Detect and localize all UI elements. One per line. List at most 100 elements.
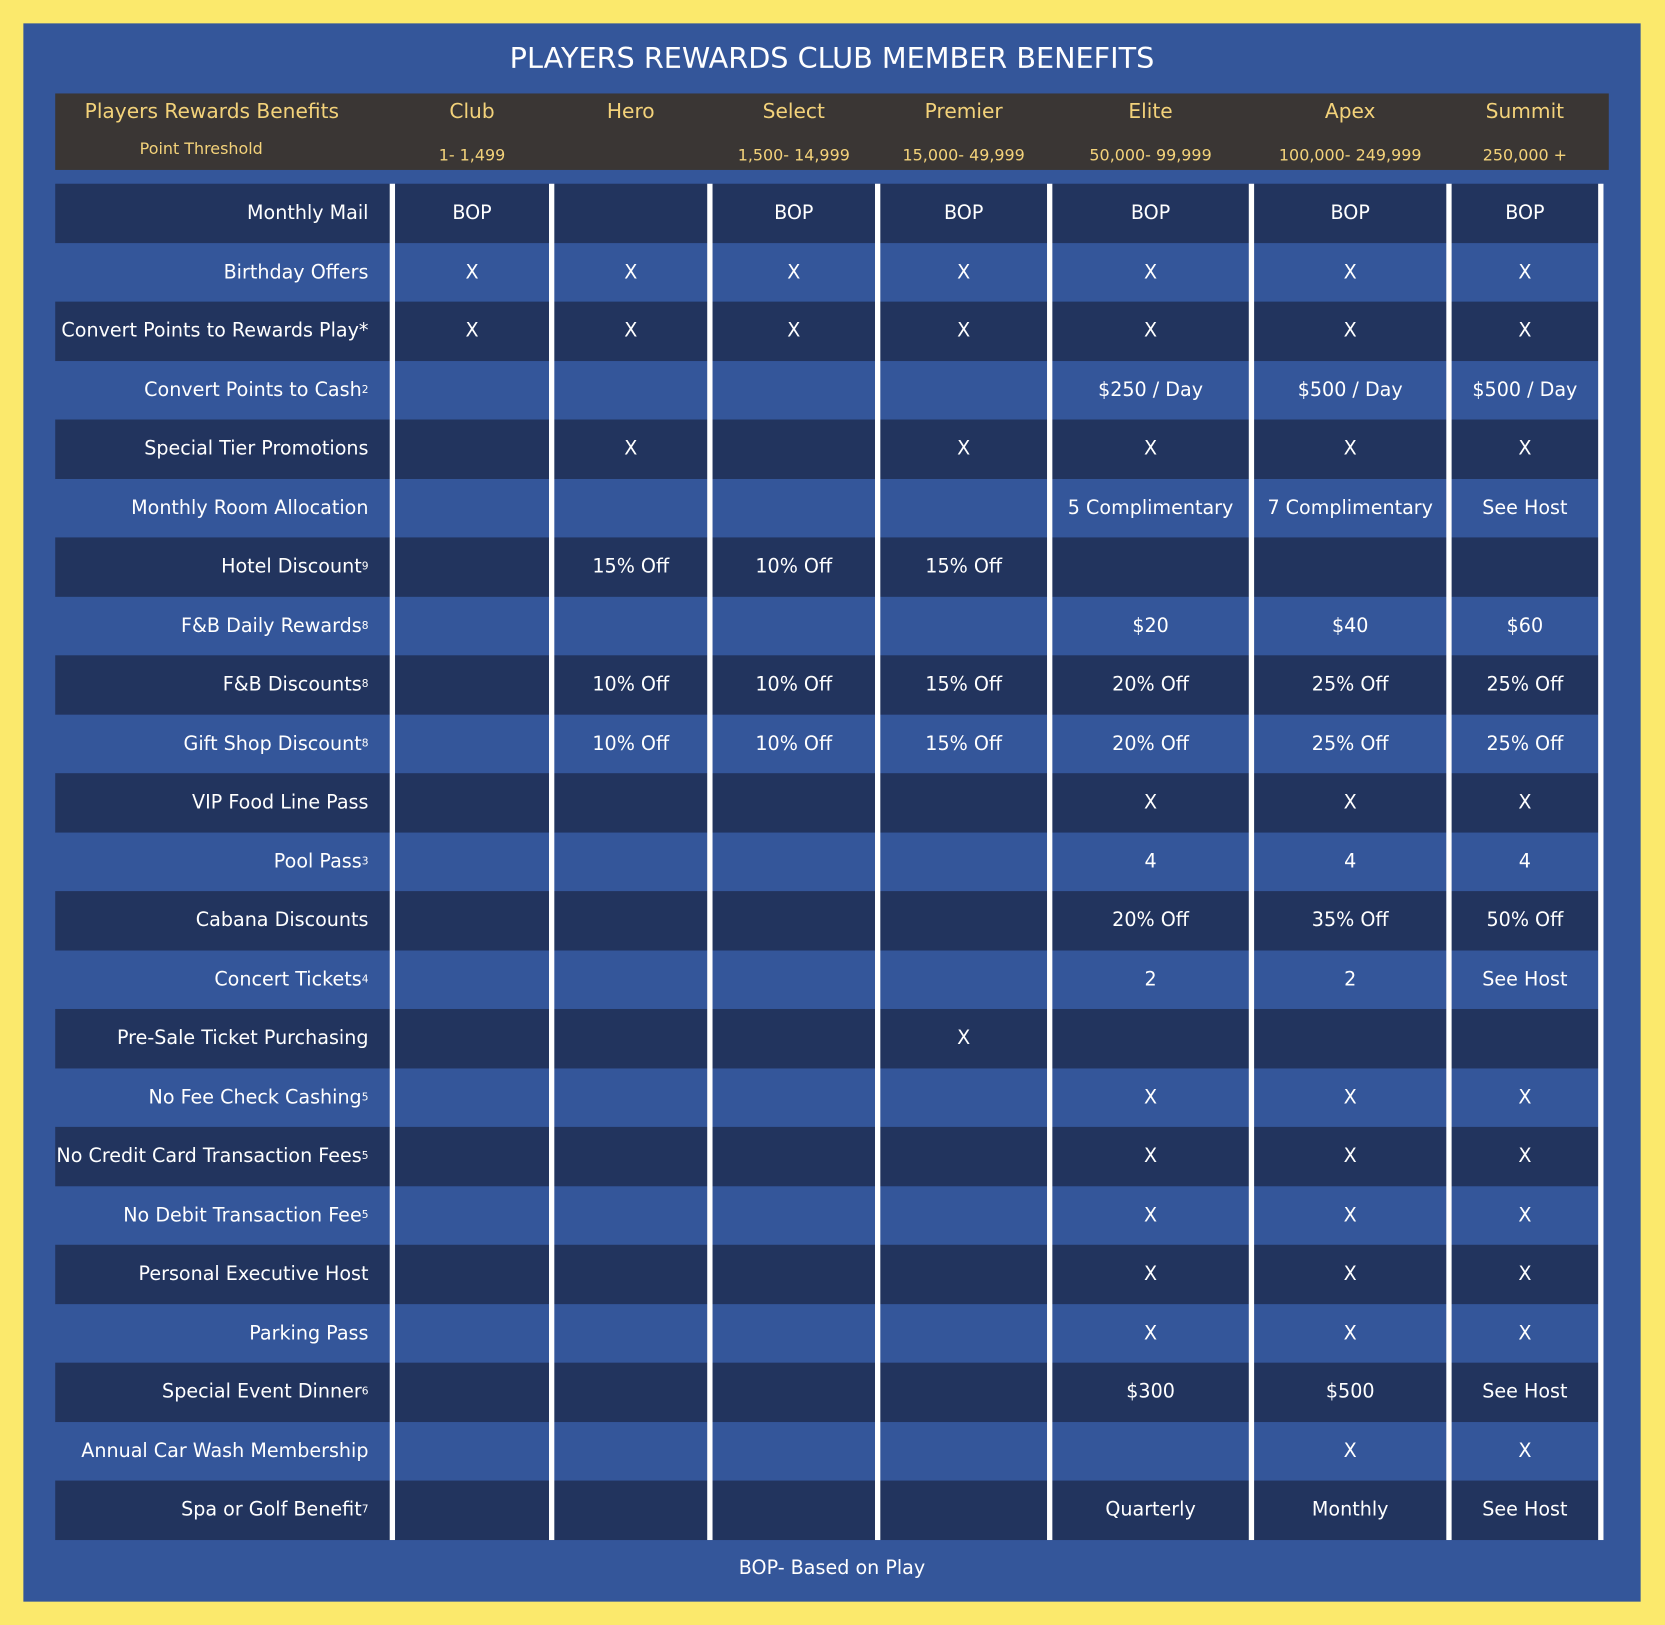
benefit-value: 25% Off — [1486, 732, 1564, 755]
row-band — [55, 1480, 1601, 1540]
benefit-value: X — [1144, 1204, 1158, 1227]
benefit-value: X — [957, 437, 971, 461]
tier-threshold: 250,000 + — [1482, 145, 1568, 165]
benefit-value: 10% Off — [592, 673, 670, 696]
benefit-value: $20 — [1132, 614, 1169, 637]
footnote-mark: 5 — [361, 1209, 369, 1222]
benefit-label: Annual Car Wash Membership — [55, 1422, 389, 1481]
benefit-value: X — [624, 261, 638, 284]
benefit-value: 2 — [1144, 968, 1157, 991]
column-separator — [1446, 183, 1452, 1540]
column-separator — [707, 183, 713, 1540]
benefit-text: Convert Points to Rewards Play* — [61, 319, 369, 343]
benefit-value: X — [1518, 1263, 1532, 1286]
benefit-value: X — [1144, 437, 1158, 461]
benefit-text: No Fee Check Cashing — [148, 1086, 362, 1109]
column-separator — [1598, 183, 1604, 1540]
benefit-label: Hotel Discount 9 — [55, 537, 389, 596]
column-separator — [1248, 183, 1255, 1540]
row-band — [55, 301, 1601, 361]
row-band — [55, 537, 1601, 597]
benefit-value: X — [787, 261, 801, 284]
benefit-text: Hotel Discount — [221, 555, 362, 579]
tier-name: Apex — [1324, 99, 1376, 124]
tier-threshold: 15,000- 49,999 — [902, 145, 1025, 165]
footnote-mark: 8 — [361, 678, 369, 691]
benefit-value: X — [1518, 1322, 1532, 1345]
benefit-value: BOP — [452, 202, 492, 225]
benefit-value: 10% Off — [755, 673, 833, 696]
benefit-value: 15% Off — [592, 555, 670, 579]
tier-name: Summit — [1485, 99, 1565, 124]
benefit-value: 2 — [1344, 968, 1357, 991]
row-band — [55, 714, 1601, 774]
benefit-text: Pre-Sale Ticket Purchasing — [116, 1027, 369, 1050]
benefit-value: X — [957, 1027, 971, 1050]
row-band — [55, 1303, 1601, 1363]
benefit-value: 10% Off — [755, 555, 833, 579]
benefit-text: No Debit Transaction Fee — [123, 1204, 362, 1227]
footnote-mark: 5 — [361, 1150, 369, 1163]
benefit-text: F&B Discounts — [222, 673, 362, 696]
benefit-label: Pool Pass 3 — [55, 832, 389, 891]
benefit-label: Pre-Sale Ticket Purchasing — [55, 1009, 389, 1068]
benefit-value: X — [1343, 261, 1357, 284]
benefit-value: X — [1343, 791, 1357, 814]
footnote-mark: 8 — [361, 737, 369, 750]
benefit-value: X — [1518, 437, 1532, 461]
benefit-value: X — [1343, 1204, 1357, 1227]
benefit-value: 15% Off — [925, 673, 1003, 696]
benefit-value: X — [624, 319, 638, 343]
footnote-mark: 9 — [361, 561, 369, 573]
row-band — [55, 655, 1601, 715]
benefit-value: X — [957, 319, 971, 343]
benefit-text: Personal Executive Host — [138, 1263, 369, 1286]
footnote-mark: 8 — [361, 620, 369, 632]
benefit-value: BOP — [774, 202, 814, 225]
benefit-label: Monthly Room Allocation — [55, 478, 389, 537]
benefit-label: Concert Tickets 4 — [55, 950, 389, 1009]
benefit-value: $500 — [1325, 1380, 1375, 1404]
benefit-value: X — [1518, 1204, 1532, 1227]
benefit-value: X — [1144, 791, 1158, 814]
title: PLAYERS REWARDS CLUB MEMBER BENEFITS — [509, 42, 1155, 76]
benefit-label: Convert Points to Rewards Play* — [55, 302, 389, 361]
row-band — [55, 419, 1601, 479]
benefit-label: Spa or Golf Benefit 7 — [55, 1481, 389, 1540]
benefit-value: 5 Complimentary — [1067, 496, 1234, 520]
benefit-label: VIP Food Line Pass — [55, 773, 389, 832]
benefit-label: Special Event Dinner 6 — [55, 1363, 389, 1422]
benefit-value: See Host — [1482, 968, 1568, 991]
benefit-value: See Host — [1482, 1380, 1568, 1404]
benefit-value: X — [1343, 319, 1357, 343]
benefit-value: See Host — [1482, 496, 1568, 520]
benefit-text: F&B Daily Rewards — [181, 614, 362, 637]
benefit-value: 25% Off — [1311, 673, 1389, 696]
benefit-value: 20% Off — [1112, 732, 1189, 755]
benefit-value: X — [1343, 1263, 1357, 1286]
benefit-value: X — [1343, 1086, 1357, 1109]
benefit-value: X — [1518, 1086, 1532, 1109]
tier-name: Premier — [924, 99, 1003, 124]
row-band — [55, 773, 1601, 833]
benefit-value: 4 — [1344, 850, 1357, 873]
benefit-text: Monthly Mail — [247, 202, 369, 225]
row-band — [55, 1067, 1601, 1127]
benefit-text: Pool Pass — [273, 850, 362, 873]
tier-name: Club — [449, 99, 495, 124]
benefit-value: X — [1518, 791, 1532, 814]
benefit-value: 20% Off — [1112, 909, 1189, 932]
benefit-value: X — [787, 319, 801, 343]
benefit-value: Monthly — [1311, 1498, 1389, 1522]
benefit-label: No Credit Card Transaction Fees 5 — [55, 1127, 389, 1186]
benefit-text: Gift Shop Discount — [183, 732, 362, 755]
benefit-value: BOP — [1505, 202, 1545, 225]
column-separator — [875, 183, 881, 1540]
benefit-text: Cabana Discounts — [195, 909, 369, 932]
benefit-value: X — [1343, 1439, 1357, 1463]
benefit-value: X — [1144, 1145, 1158, 1168]
benefit-label: Parking Pass — [55, 1304, 389, 1363]
benefit-text: Spa or Golf Benefit — [181, 1498, 362, 1522]
footnote-mark: 5 — [361, 1091, 369, 1104]
